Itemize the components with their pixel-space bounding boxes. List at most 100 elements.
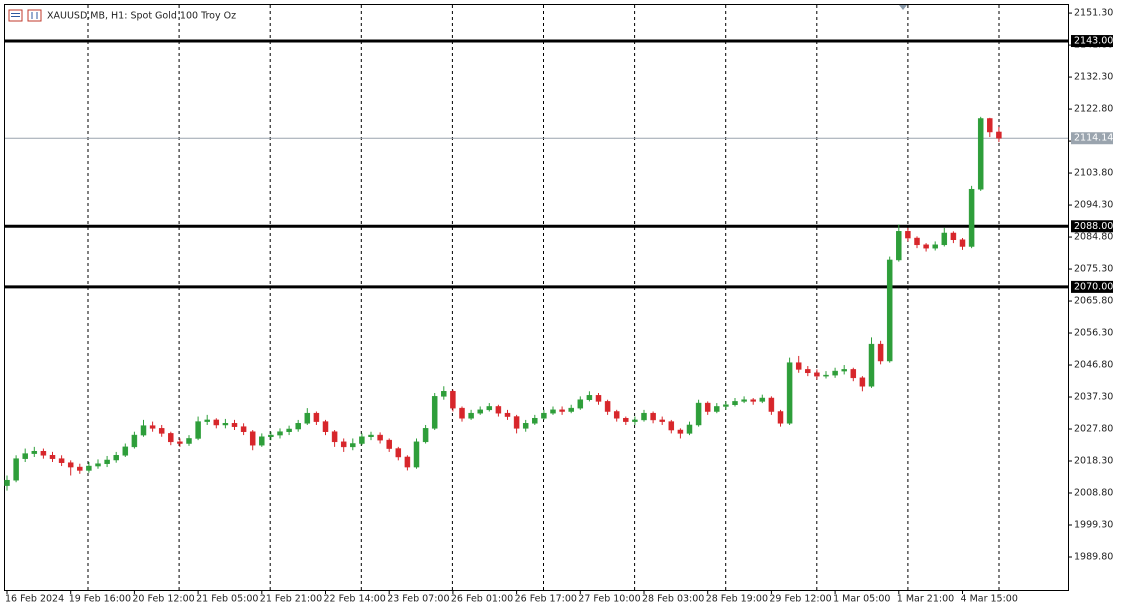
icon <box>27 9 42 22</box>
level-label: 2088.00 <box>1074 221 1113 232</box>
candle-body <box>322 421 329 432</box>
y-tick-label: 2008.80 <box>1074 488 1113 499</box>
candle-body <box>923 244 929 249</box>
candle-body <box>832 370 838 376</box>
candle-body <box>450 391 456 409</box>
candle-body <box>413 441 420 468</box>
candle-body <box>513 416 520 429</box>
candle-body <box>386 439 392 449</box>
candle-body <box>77 466 83 471</box>
candle-body <box>977 118 984 190</box>
level-label: 2070.00 <box>1074 281 1113 292</box>
candle-body <box>231 423 238 427</box>
candle-body <box>195 421 201 439</box>
candle-body <box>331 431 338 443</box>
candle-body <box>149 425 156 429</box>
current-price-box <box>1071 132 1113 145</box>
y-tick-label: 2027.80 <box>1074 424 1113 435</box>
candle-body <box>49 455 56 459</box>
candle-body <box>914 237 920 246</box>
candle-body <box>732 401 738 406</box>
y-tick-label: 2037.30 <box>1074 392 1113 403</box>
candle-body <box>704 402 711 412</box>
x-tick-label: 1 Mar 05:00 <box>833 594 890 605</box>
x-tick-label: 21 Feb 21:00 <box>260 594 322 605</box>
candle-body <box>841 369 847 372</box>
y-tick-label: 2084.80 <box>1074 232 1113 243</box>
candle-body <box>868 343 875 387</box>
candle-body <box>968 188 975 247</box>
candle-body <box>422 428 429 443</box>
x-tick-label: 27 Feb 10:00 <box>578 594 640 605</box>
candle-body <box>67 462 74 468</box>
candle-body <box>959 239 966 247</box>
level-label-box <box>1071 35 1113 48</box>
candle-body <box>204 419 210 422</box>
candle-body <box>613 411 620 419</box>
candle-body <box>604 401 611 412</box>
y-tick-label: 2094.30 <box>1074 200 1113 211</box>
candle-body <box>459 407 465 419</box>
candle-body <box>131 434 138 448</box>
y-tick-label: 2046.80 <box>1074 360 1113 371</box>
candle-body <box>268 434 274 438</box>
candle-body <box>213 419 220 426</box>
x-tick-label: 28 Feb 19:00 <box>706 594 768 605</box>
candle-body <box>395 448 402 458</box>
candle-body <box>823 374 829 377</box>
candle-body <box>504 412 511 417</box>
x-tick-label: 29 Feb 12:00 <box>769 594 831 605</box>
level-label-box <box>1071 280 1113 293</box>
candle-body <box>522 423 529 429</box>
candle-body <box>377 434 383 441</box>
candle-body <box>932 244 938 249</box>
candle-body <box>58 458 65 463</box>
candle-body <box>168 433 174 443</box>
candle-body <box>632 419 638 422</box>
candle-body <box>759 397 766 402</box>
candle-body <box>86 465 92 471</box>
y-tick-label: 2103.80 <box>1074 168 1113 179</box>
candle-body <box>350 443 356 448</box>
candle-body <box>577 399 584 409</box>
candle-body <box>805 369 811 374</box>
candle-body <box>22 453 28 459</box>
candle-body <box>277 431 283 436</box>
candle-body <box>240 426 247 432</box>
candle-body <box>586 395 593 400</box>
candle-body <box>641 412 647 421</box>
candle-body <box>259 436 265 446</box>
x-tick-label: 23 Feb 07:00 <box>387 594 449 605</box>
candle-body <box>40 450 47 456</box>
candle-body <box>550 409 556 414</box>
candle-body <box>249 431 256 446</box>
candle-body <box>441 391 447 397</box>
candle-body <box>113 455 119 461</box>
candle-body <box>186 438 192 444</box>
candle-body <box>177 441 183 444</box>
x-tick-label: 19 Feb 16:00 <box>69 594 131 605</box>
candle-body <box>532 417 538 424</box>
x-tick-label: 26 Feb 01:00 <box>451 594 513 605</box>
candle-body <box>431 396 438 429</box>
candle-body <box>650 412 656 421</box>
candle-body <box>304 412 311 424</box>
candle-body <box>404 456 411 468</box>
candle-body <box>495 406 502 414</box>
x-tick-label: 22 Feb 14:00 <box>324 594 386 605</box>
candle-body <box>850 369 857 379</box>
candle-body <box>486 406 493 411</box>
candle-body <box>31 450 38 454</box>
candle-body <box>286 428 292 432</box>
candle-body <box>559 409 565 412</box>
x-tick-label: 26 Feb 17:00 <box>515 594 577 605</box>
candle-body <box>541 412 547 419</box>
icon <box>8 9 23 22</box>
y-tick-label: 2018.30 <box>1074 456 1113 467</box>
candle-body <box>468 412 474 419</box>
candle-body <box>814 372 820 377</box>
y-tick-label: 2056.30 <box>1074 328 1113 339</box>
candle-body <box>896 231 902 261</box>
